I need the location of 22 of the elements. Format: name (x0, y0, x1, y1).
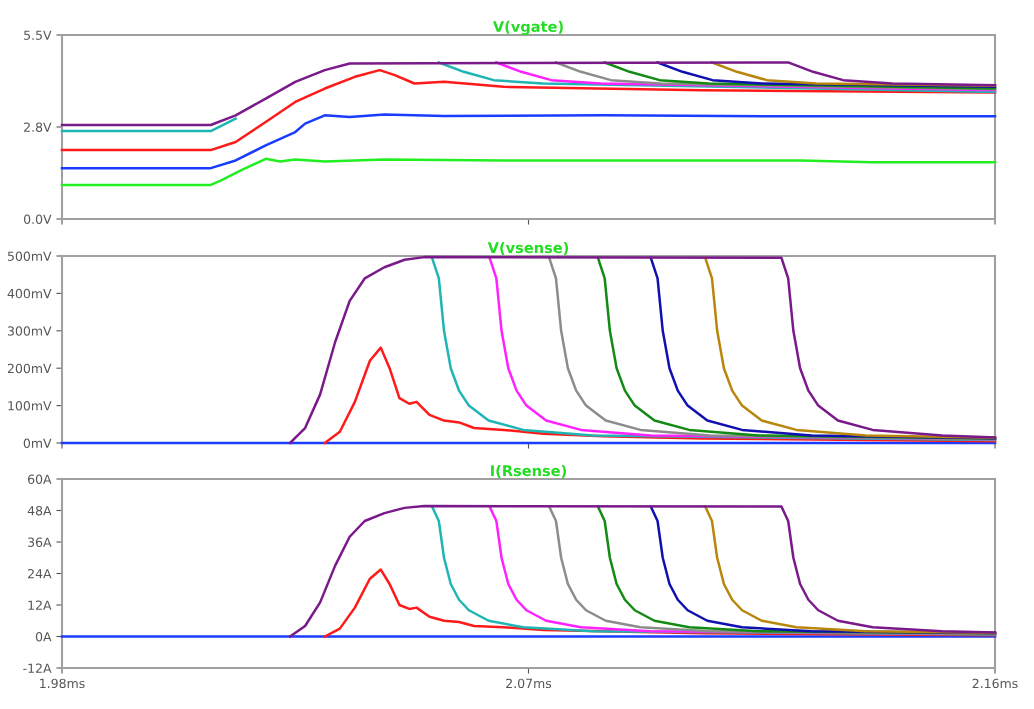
y-tick-label: 0A (35, 631, 52, 642)
y-tick-label: 36A (28, 537, 52, 547)
y-tick-label: 500mV (7, 251, 52, 261)
y-tick-label: 400mV (7, 288, 52, 299)
y-tick-label: 200mV (7, 363, 52, 374)
y-tick-label: 24A (28, 568, 52, 579)
y-tick-label: -12A (23, 663, 52, 673)
x-tick-label: 2.16ms (972, 678, 1018, 689)
chart-title: V(vsense) (487, 241, 569, 255)
y-tick-label: 12A (28, 600, 52, 610)
y-tick-label: 60A (28, 474, 52, 484)
y-tick-label: 100mV (8, 401, 52, 411)
y-tick-label: 300mV (7, 326, 52, 336)
x-tick-label: 2.07ms (506, 678, 552, 689)
y-tick-label: 2.8V (24, 122, 52, 132)
chart-title: I(Rsense) (491, 464, 566, 478)
x-tick-label: 1.98ms (40, 678, 85, 689)
chart-title: V(vgate) (492, 20, 563, 35)
y-tick-label: 0.0V (23, 214, 52, 224)
y-tick-label: 5.5V (24, 30, 52, 40)
y-tick-label: 0mV (23, 438, 52, 448)
y-tick-label: 48A (27, 505, 52, 516)
